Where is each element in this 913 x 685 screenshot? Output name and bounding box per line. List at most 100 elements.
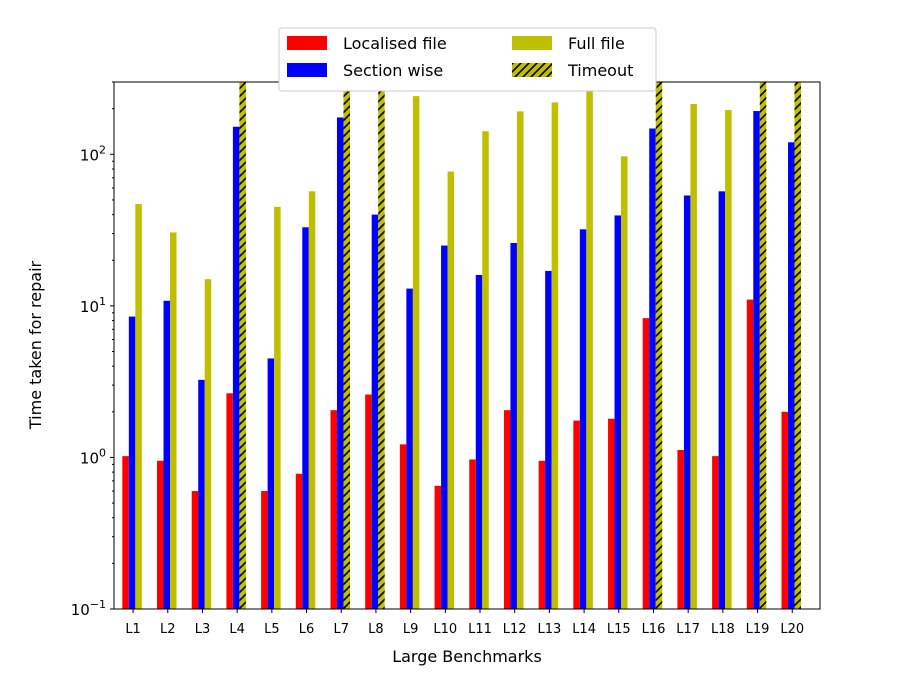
bar-section-wise-L15 — [614, 215, 622, 609]
bar-localised-file-L4 — [226, 393, 233, 609]
x-tick-label: L16 — [642, 622, 666, 637]
bar-localised-file-L18 — [712, 456, 719, 609]
bar-localised-file-L16 — [642, 318, 650, 609]
bar-full-file-L10 — [447, 171, 455, 609]
x-tick-label: L3 — [195, 622, 211, 637]
x-axis-label: Large Benchmarks — [392, 647, 542, 666]
bar-localised-file-L8 — [365, 394, 372, 609]
bar-section-wise-L13 — [545, 270, 552, 609]
bar-section-wise-L19 — [753, 111, 760, 609]
bar-full-file-L18 — [725, 110, 732, 610]
bar-localised-file-L13 — [538, 460, 546, 609]
bar-full-file-L11 — [482, 131, 489, 610]
bar-timeout-L16 — [655, 82, 663, 609]
bar-full-file-L6 — [308, 191, 316, 609]
bar-section-wise-L3 — [198, 379, 205, 609]
bar-section-wise-L10 — [441, 245, 448, 609]
bar-timeout-L20 — [794, 82, 801, 609]
bar-section-wise-L9 — [406, 288, 413, 609]
x-tick-label: L20 — [780, 622, 804, 637]
bar-timeout-L8 — [378, 82, 385, 609]
legend-label-localised-file: Localised file — [343, 34, 447, 53]
bar-localised-file-L5 — [261, 491, 268, 609]
legend-swatch-full-file — [512, 36, 552, 50]
bar-timeout-L7 — [343, 82, 350, 609]
bar-full-file-L5 — [274, 206, 281, 609]
y-tick-label: 101 — [80, 295, 106, 316]
legend-label-full-file: Full file — [568, 34, 625, 53]
legend-swatch-localised-file — [287, 36, 327, 50]
bar-section-wise-L14 — [579, 229, 587, 609]
x-axis: L1 L2 L3 L4 L5 L6 L7 L8 L9 L10 L11 L12 L13 L14 L15 L16 L… — [125, 609, 804, 637]
bar-section-wise-L18 — [718, 191, 726, 609]
bar-localised-file-L20 — [781, 411, 788, 609]
bar-section-wise-L20 — [788, 142, 795, 609]
x-tick-label: L9 — [403, 622, 419, 637]
bar-localised-file-L11 — [469, 459, 476, 609]
bar-section-wise-L11 — [475, 274, 483, 609]
bar-localised-file-L9 — [399, 444, 407, 609]
x-tick-label: L6 — [299, 622, 315, 637]
bar-section-wise-L6 — [302, 227, 309, 610]
x-tick-label: L4 — [229, 622, 245, 637]
legend-label-section-wise: Section wise — [343, 61, 443, 80]
bar-localised-file-L6 — [295, 473, 303, 609]
bar-timeout-L19 — [759, 82, 767, 609]
bar-section-wise-L4 — [232, 126, 240, 609]
bar-full-file-L2 — [170, 232, 177, 609]
bar-section-wise-L5 — [267, 358, 275, 609]
bar-localised-file-L1 — [122, 456, 129, 609]
bar-localised-file-L14 — [573, 420, 580, 609]
bar-section-wise-L2 — [163, 300, 171, 609]
bar-full-file-L3 — [204, 279, 212, 609]
bar-section-wise-L12 — [510, 242, 517, 610]
legend-frame — [278, 27, 657, 92]
bar-section-wise-L1 — [128, 316, 136, 609]
legend: Localised file Section wise Full file Timeo… — [278, 27, 657, 92]
x-tick-label: L12 — [503, 622, 527, 637]
x-tick-label: L7 — [333, 622, 349, 637]
x-tick-label: L11 — [468, 622, 492, 637]
x-tick-label: L2 — [160, 622, 176, 637]
bar-localised-file-L19 — [746, 299, 754, 609]
bar-full-file-L14 — [586, 90, 593, 609]
bar-localised-file-L3 — [191, 491, 199, 609]
bar-localised-file-L2 — [157, 460, 164, 609]
bar-full-file-L17 — [690, 103, 697, 610]
x-tick-label: L5 — [264, 622, 280, 637]
bar-full-file-L1 — [135, 204, 142, 609]
y-tick-label: 10−1 — [71, 598, 106, 619]
y-axis: 10−1 100 101 102 — [71, 81, 114, 619]
x-tick-label: L13 — [537, 622, 561, 637]
legend-label-timeout: Timeout — [567, 61, 633, 80]
x-tick-label: L18 — [711, 622, 735, 637]
y-tick-label: 102 — [80, 143, 106, 164]
x-tick-label: L19 — [746, 622, 770, 637]
legend-swatch-section-wise — [287, 63, 327, 77]
x-tick-label: L14 — [572, 622, 596, 637]
bar-localised-file-L12 — [503, 410, 511, 609]
y-axis-label: Time taken for repair — [26, 260, 45, 430]
x-tick-label: L15 — [607, 622, 631, 637]
legend-swatch-timeout — [512, 63, 552, 77]
bar-localised-file-L15 — [608, 418, 615, 609]
bar-localised-file-L7 — [330, 410, 337, 609]
x-tick-label: L10 — [433, 622, 457, 637]
x-tick-label: L1 — [125, 622, 141, 637]
bar-timeout-L4 — [239, 82, 246, 609]
bar-full-file-L9 — [412, 96, 420, 609]
bar-section-wise-L7 — [336, 117, 344, 609]
x-tick-label: L17 — [676, 622, 700, 637]
bar-localised-file-L17 — [677, 449, 684, 609]
x-tick-label: L8 — [368, 622, 384, 637]
bars-layer — [122, 82, 801, 610]
bar-section-wise-L17 — [683, 195, 691, 610]
bar-full-file-L13 — [551, 102, 559, 610]
bar-full-file-L15 — [621, 156, 628, 609]
y-tick-label: 100 — [80, 446, 106, 467]
bar-section-wise-L8 — [371, 214, 379, 609]
bar-section-wise-L16 — [649, 128, 656, 609]
bar-full-file-L12 — [516, 111, 524, 609]
bar-localised-file-L10 — [434, 485, 442, 609]
